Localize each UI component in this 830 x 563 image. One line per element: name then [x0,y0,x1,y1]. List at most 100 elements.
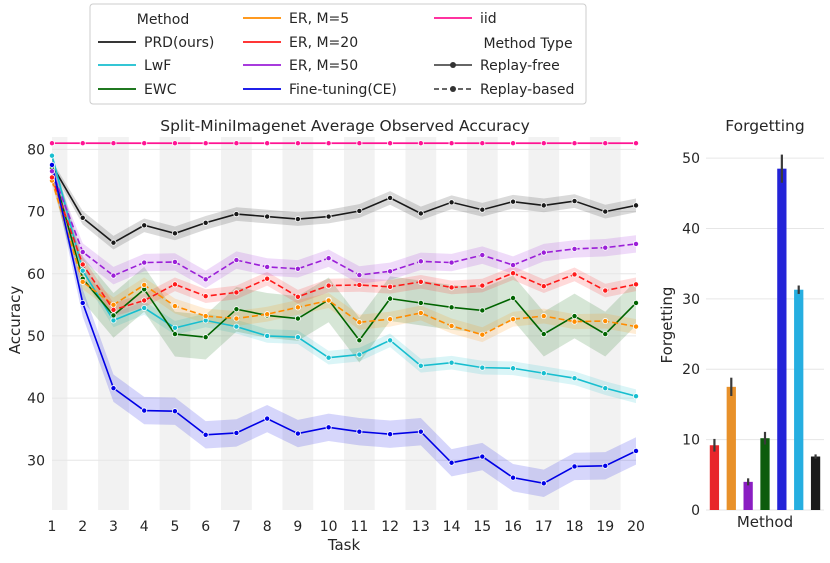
point-ewc-task-20 [633,299,640,306]
point-iid-task-17 [540,140,547,147]
point-er-m-50-task-15 [479,252,486,259]
point-fine-tuning-ce-task-17 [540,480,547,487]
point-lwf-task-1 [49,152,56,159]
forgetting-bar-ewc [760,438,770,510]
point-er-m-20-task-2 [79,261,86,268]
point-iid-task-10 [325,140,332,147]
point-prd-ours-task-20 [633,202,640,209]
task-tick-8: 8 [263,519,272,535]
alternating-task-bands [52,137,621,510]
point-iid-task-11 [356,140,363,147]
forgetting-tick-50: 50 [682,151,700,167]
point-lwf-task-18 [571,375,578,382]
task-tick-6: 6 [201,519,210,535]
series-line-er-m-20 [51,177,637,311]
point-er-m-50-task-13 [417,258,424,265]
point-fine-tuning-ce-task-20 [633,447,640,454]
point-lwf-task-12 [387,337,394,344]
point-er-m-50-task-18 [571,245,578,252]
legend-type-label-replay-free: Replay-free [480,58,560,74]
series-line-lwf [51,155,637,398]
point-er-m-20-task-14 [448,284,455,291]
point-lwf-task-9 [294,334,301,341]
point-er-m-20-task-10 [325,282,332,289]
point-lwf-task-20 [633,393,640,400]
point-er-m-50-task-9 [294,265,301,272]
point-er-m-50-task-4 [141,259,148,266]
point-er-m-20-task-4 [141,297,148,304]
accuracy-series-points [49,140,640,487]
point-lwf-task-17 [540,370,547,377]
confidence-band-er-m-20 [52,173,636,317]
point-prd-ours-task-2 [79,214,86,221]
point-er-m-20-task-11 [356,281,363,288]
legend-method-header: Method [137,12,190,28]
point-er-m-5-task-9 [294,304,301,311]
point-lwf-task-16 [510,365,517,372]
series-line-er-m-50 [51,170,637,281]
legend-label-er-m-20: ER, M=20 [289,35,358,51]
forgetting-bar-er-m-20 [709,445,720,510]
legend-label-ewc: EWC [144,82,177,98]
point-er-m-50-task-12 [387,268,394,275]
point-er-m-50-task-6 [202,276,209,283]
point-er-m-5-task-3 [110,301,117,308]
point-er-m-20-task-7 [233,289,240,296]
point-er-m-5-task-4 [141,281,148,288]
task-tick-5: 5 [170,519,179,535]
point-lwf-task-8 [264,332,271,339]
point-er-m-20-task-18 [571,271,578,278]
point-ewc-task-14 [448,304,455,311]
point-er-m-20-task-15 [479,282,486,289]
point-prd-ours-task-14 [448,199,455,206]
task-tick-14: 14 [443,519,461,535]
point-er-m-50-task-5 [171,258,178,265]
point-fine-tuning-ce-task-12 [387,431,394,438]
task-tick-19: 19 [596,519,614,535]
task-band-7 [221,137,252,510]
legend-label-prd-ours: PRD(ours) [144,35,214,51]
point-lwf-task-19 [602,385,609,392]
point-ewc-task-6 [202,334,209,341]
point-er-m-50-task-11 [356,272,363,279]
forgetting-tick-40: 40 [682,221,700,237]
point-er-m-20-task-12 [387,283,394,290]
point-lwf-task-3 [110,317,117,324]
series-line-ewc [51,167,637,342]
point-iid-task-3 [110,140,117,147]
point-lwf-task-5 [171,324,178,331]
point-er-m-5-task-14 [448,322,455,329]
point-prd-ours-task-10 [325,213,332,220]
point-iid-task-12 [387,140,394,147]
point-iid-task-8 [264,140,271,147]
point-fine-tuning-ce-task-6 [202,431,209,438]
point-er-m-5-task-8 [264,311,271,318]
point-er-m-50-task-20 [633,240,640,247]
point-er-m-20-task-6 [202,293,209,300]
legend-frame [89,3,587,105]
point-er-m-20-task-20 [633,281,640,288]
point-ewc-task-18 [571,313,578,320]
point-fine-tuning-ce-task-19 [602,462,609,469]
point-er-m-5-task-2 [79,278,86,285]
point-fine-tuning-ce-task-15 [479,453,486,460]
point-ewc-task-19 [602,331,609,338]
point-lwf-task-15 [479,364,486,371]
point-er-m-5-task-16 [510,316,517,323]
forgetting-x-label: Method [737,513,793,531]
point-prd-ours-task-7 [233,211,240,218]
point-prd-ours-task-4 [141,222,148,229]
confidence-band-lwf [52,151,636,404]
series-line-prd-ours [51,164,637,244]
point-lwf-task-10 [325,354,332,361]
point-ewc-task-17 [540,331,547,338]
point-er-m-50-task-17 [540,249,547,256]
task-tick-2: 2 [78,519,87,535]
forgetting-bar-lwf [794,289,804,510]
point-ewc-task-11 [356,337,363,344]
point-iid-task-1 [49,140,56,147]
point-er-m-20-task-17 [540,283,547,290]
forgetting-bar-er-m-50 [743,481,753,510]
point-iid-task-20 [633,140,640,147]
